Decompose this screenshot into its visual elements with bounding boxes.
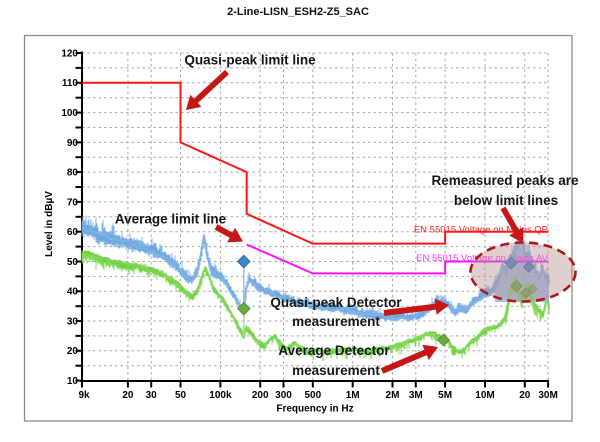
- svg-text:50: 50: [175, 390, 187, 401]
- svg-text:1M: 1M: [346, 390, 360, 401]
- svg-text:30: 30: [146, 390, 158, 401]
- svg-text:Average Detector: Average Detector: [278, 343, 390, 358]
- svg-text:Quasi-peak limit line: Quasi-peak limit line: [184, 53, 316, 68]
- svg-text:20: 20: [67, 346, 79, 357]
- svg-text:20: 20: [519, 390, 531, 401]
- svg-text:30M: 30M: [538, 390, 557, 401]
- svg-text:300: 300: [275, 390, 292, 401]
- svg-text:100: 100: [61, 108, 78, 119]
- svg-text:Frequency in Hz: Frequency in Hz: [276, 404, 353, 415]
- svg-text:90: 90: [67, 138, 79, 149]
- svg-text:measurement: measurement: [292, 314, 380, 329]
- svg-text:10M: 10M: [475, 390, 494, 401]
- svg-text:2M: 2M: [386, 390, 400, 401]
- svg-text:EN 55015 Voltage on Mains AV: EN 55015 Voltage on Mains AV: [416, 253, 549, 264]
- svg-text:60: 60: [67, 227, 79, 238]
- svg-text:Quasi-peak Detector: Quasi-peak Detector: [270, 295, 402, 310]
- svg-text:Remeasured peaks are: Remeasured peaks are: [431, 173, 579, 188]
- svg-text:40: 40: [67, 287, 79, 298]
- svg-text:2-Line-LISN_ESH2-Z5_SAC: 2-Line-LISN_ESH2-Z5_SAC: [227, 6, 369, 18]
- svg-text:Average limit line: Average limit line: [115, 212, 227, 227]
- svg-text:200: 200: [252, 390, 269, 401]
- svg-text:below limit lines: below limit lines: [454, 193, 558, 208]
- svg-text:Level in dBµV: Level in dBµV: [44, 191, 55, 257]
- svg-text:measurement: measurement: [292, 363, 380, 378]
- svg-text:5M: 5M: [438, 390, 452, 401]
- svg-text:500: 500: [304, 390, 321, 401]
- svg-text:100k: 100k: [209, 390, 232, 401]
- svg-text:20: 20: [122, 390, 134, 401]
- svg-text:9k: 9k: [78, 390, 90, 401]
- svg-text:EN 55015 Voltage on Mains QP: EN 55015 Voltage on Mains QP: [414, 225, 548, 236]
- svg-text:120: 120: [61, 48, 78, 59]
- svg-text:3M: 3M: [409, 390, 423, 401]
- svg-text:30: 30: [67, 316, 79, 327]
- svg-text:110: 110: [62, 78, 79, 89]
- svg-text:80: 80: [67, 168, 79, 179]
- svg-text:10: 10: [67, 376, 79, 387]
- svg-text:70: 70: [67, 197, 79, 208]
- svg-text:50: 50: [67, 257, 79, 268]
